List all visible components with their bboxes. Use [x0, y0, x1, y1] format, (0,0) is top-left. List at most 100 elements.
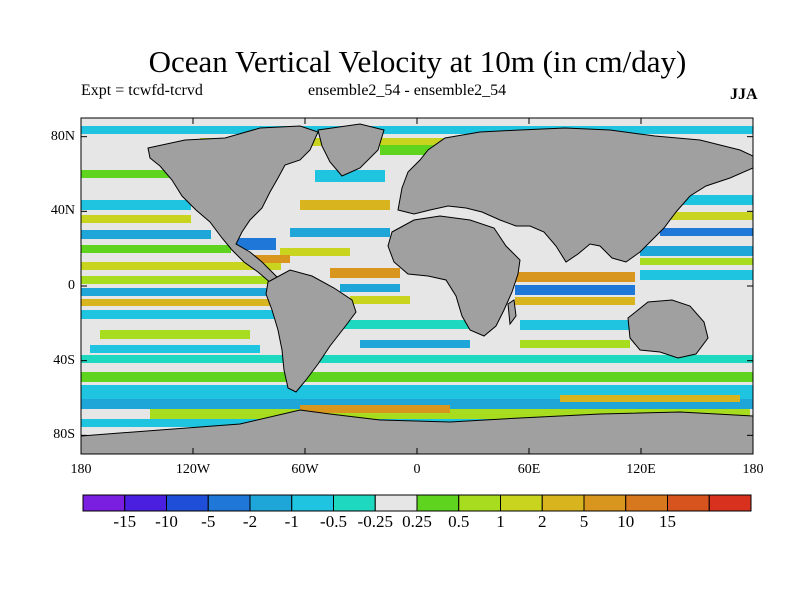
antarctica: [81, 409, 753, 454]
colorbar-label: -2: [242, 512, 258, 531]
colorbar-swatch: [249, 494, 293, 512]
colorbar-swatch: [625, 494, 668, 512]
lon-tick-label: 60E: [517, 462, 541, 477]
lat-tick-label: 40S: [53, 352, 75, 368]
greenland: [317, 123, 385, 177]
colorbar-swatch: [207, 494, 251, 512]
australia: [627, 299, 709, 359]
band-npacific-1: [81, 200, 191, 210]
colorbar-swatch: [82, 494, 126, 512]
season-label: JJA: [730, 86, 758, 103]
band-indian-1: [520, 320, 630, 330]
africa: [387, 215, 521, 337]
colorbar-label: 10: [617, 512, 635, 531]
band-indian-2: [520, 340, 630, 348]
colorbar-swatch: [541, 494, 585, 512]
band-equatorial-9: [515, 272, 635, 282]
colorbar-label: 5: [579, 512, 589, 531]
colorbar: [82, 494, 752, 512]
lat-tick-label: 80S: [53, 427, 75, 443]
band-caribbean: [236, 238, 276, 250]
band-equatorial-5: [81, 262, 281, 270]
colorbar-swatch: [291, 494, 334, 512]
band-npac-east-3: [660, 228, 753, 236]
band-equatorial-1: [81, 276, 291, 284]
band-natlantic-3: [290, 228, 390, 237]
latitude-ticks: [81, 136, 753, 436]
land-masses: [81, 123, 753, 454]
band-satlantic-2: [360, 340, 470, 348]
band-npac-east-2: [650, 212, 753, 220]
colorbar-swatch: [374, 494, 418, 512]
lon-tick-label: 120W: [175, 462, 211, 477]
colorbar-swatch: [458, 494, 501, 512]
band-arctic-1: [81, 126, 753, 134]
chart-title: Ocean Vertical Velocity at 10m (in cm/da…: [148, 44, 687, 79]
lon-tick-label: 180: [742, 462, 764, 477]
band-gulf: [255, 255, 290, 263]
colorbar-swatch: [416, 494, 460, 512]
band-npacific-4: [81, 245, 231, 253]
band-equatorial-3: [81, 299, 281, 306]
band-npacific-3: [81, 230, 211, 239]
band-npacific-5: [81, 170, 171, 178]
band-natlantic-1: [315, 170, 385, 182]
colorbar-swatch: [333, 494, 376, 512]
eurasia: [397, 127, 753, 263]
colorbar-label: -10: [155, 512, 178, 531]
colorbar-swatch: [124, 494, 167, 512]
band-equatorial-6: [330, 268, 400, 278]
colorbar-label: -15: [113, 512, 137, 531]
band-spacific-2: [90, 345, 260, 353]
colorbar-swatch: [500, 494, 543, 512]
band-equatorial-10: [515, 285, 635, 295]
band-equatorial-4: [81, 310, 281, 319]
lat-tick-label: 40N: [50, 203, 75, 219]
colorbar-label: -1: [284, 512, 299, 531]
lat-tick-label: 80N: [50, 128, 75, 144]
experiment-label: Expt = tcwfd-tcrvd: [81, 82, 203, 99]
band-equatorial-14: [640, 258, 753, 265]
band-equatorial-2: [81, 288, 291, 296]
madagascar: [507, 299, 517, 326]
band-equatorial-13: [640, 246, 753, 256]
band-southern-2: [81, 399, 753, 409]
lon-tick-label: 180: [70, 462, 92, 477]
band-southern-6: [560, 395, 740, 402]
longitude-ticks: [80, 118, 754, 454]
lon-tick-label: 0: [413, 462, 421, 477]
south-america: [265, 269, 357, 393]
band-natlantic-2: [300, 200, 390, 210]
colorbar-label: 15: [659, 512, 676, 531]
lon-tick-label: 60W: [291, 462, 319, 477]
colorbar-swatch: [667, 494, 710, 512]
colorbar-swatch: [583, 494, 627, 512]
band-natlantic-4: [280, 248, 350, 256]
colorbar-label: -5: [201, 512, 216, 531]
band-equatorial-7: [340, 284, 400, 292]
colorbar-label: 0.25: [402, 512, 432, 531]
band-equatorial-11: [515, 297, 635, 305]
colorbar-swatch: [708, 494, 752, 512]
colorbar-label: -0.5: [320, 512, 347, 531]
band-southern-3: [150, 409, 750, 419]
map-area: [81, 118, 753, 454]
colorbar-label: 1: [496, 512, 505, 531]
ensemble-label: ensemble2_54 - ensemble2_54: [308, 82, 507, 99]
band-southern-4: [81, 372, 753, 382]
band-equatorial-12: [640, 270, 753, 280]
band-spacific-1: [100, 330, 250, 339]
band-npacific-2: [81, 215, 191, 223]
band-npac-east: [640, 195, 753, 205]
band-southern-5: [300, 405, 450, 413]
band-satlantic-1: [340, 320, 470, 329]
velocity-bands: [81, 126, 753, 427]
colorbar-label: 0.5: [448, 512, 470, 531]
band-southern-8: [81, 355, 753, 363]
band-equatorial-8: [350, 296, 410, 304]
lat-tick-label: 0: [68, 278, 75, 293]
colorbar-label: 2: [538, 512, 547, 531]
lon-tick-label: 120E: [626, 462, 656, 477]
colorbar-label: -0.25: [357, 512, 393, 531]
